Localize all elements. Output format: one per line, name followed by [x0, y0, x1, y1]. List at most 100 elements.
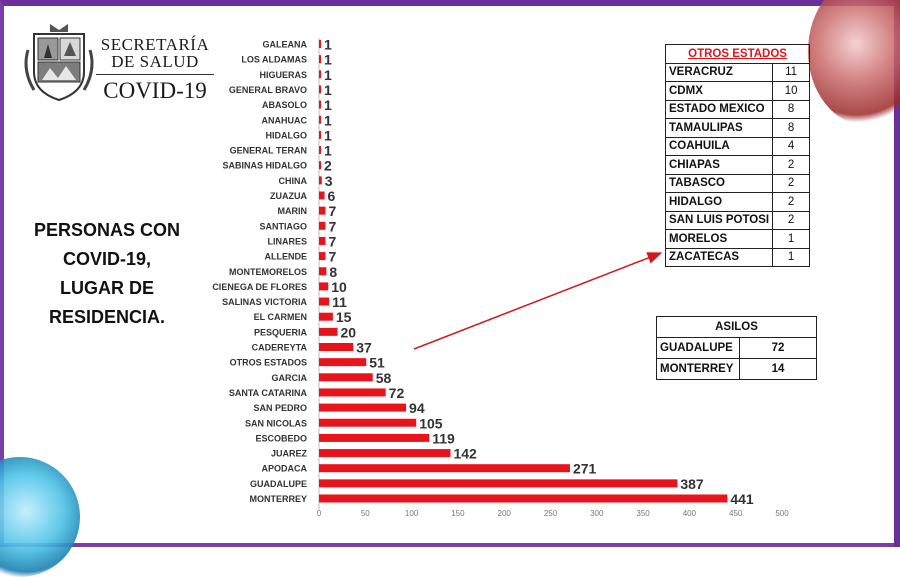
slide-frame-right-edge [894, 0, 900, 547]
otros-estados-value-cell: 1 [772, 247, 811, 267]
otros-estados-value-cell: 2 [772, 173, 811, 193]
chart-bar [319, 252, 326, 261]
chart-bar [319, 115, 321, 124]
otros-estados-row: COAHUILA 4 [664, 136, 811, 156]
chart-data-label: 119 [432, 430, 455, 446]
chart-headline: PERSONAS CON COVID-19, LUGAR DE RESIDENC… [22, 216, 192, 332]
otros-estados-value-cell: 8 [772, 118, 811, 138]
asilos-value-cell: 72 [739, 337, 817, 359]
chart-bar [319, 176, 322, 185]
chart-bar [319, 40, 321, 48]
otros-estados-row: TABASCO 2 [664, 173, 811, 193]
asilos-title: ASILOS [656, 316, 817, 338]
chart-category-label: ABASOLO [262, 100, 307, 110]
headline-line4: RESIDENCIA. [48, 307, 165, 327]
chart-x-tick-label: 500 [775, 509, 789, 518]
chart-bar [319, 433, 430, 442]
chart-data-label: 6 [328, 188, 336, 204]
otros-estados-title: OTROS ESTADOS [664, 44, 811, 64]
chart-bar [319, 55, 321, 64]
chart-bar [319, 267, 327, 276]
chart-data-label: 1 [324, 82, 332, 98]
asilos-name-cell: GUADALUPE [656, 337, 740, 359]
org-name-line1: SECRETARÍA [100, 35, 210, 54]
program-name: COVID-19 [103, 78, 207, 103]
otros-estados-name-cell: CDMX [664, 81, 774, 101]
chart-bar [319, 464, 570, 473]
chart-data-label: 2 [324, 158, 332, 174]
otros-estados-row: VERACRUZ 11 [664, 62, 811, 82]
chart-data-label: 37 [356, 340, 372, 356]
chart-data-label: 3 [325, 173, 333, 189]
chart-data-label: 1 [324, 97, 332, 113]
chart-category-label: ALLENDE [265, 252, 308, 262]
chart-category-label: CIENEGA DE FLORES [212, 282, 307, 292]
chart-bar [319, 358, 367, 367]
otros-estados-name-cell: SAN LUIS POTOSI [664, 210, 774, 230]
chart-data-label: 271 [573, 461, 597, 477]
otros-estados-row: CDMX 10 [664, 81, 811, 101]
otros-estados-row: TAMAULIPAS 8 [664, 118, 811, 138]
otros-estados-value-cell: 8 [772, 99, 811, 119]
chart-x-tick-label: 250 [544, 509, 558, 518]
org-name-line2: DE SALUD [111, 52, 199, 71]
chart-x-tick-label: 350 [636, 509, 650, 518]
chart-data-label: 7 [328, 218, 336, 234]
chart-x-tick-label: 150 [451, 509, 465, 518]
chart-category-label: SANTA CATARINA [229, 388, 308, 398]
asilos-row: MONTERREY 14 [656, 358, 817, 380]
chart-category-label: GUADALUPE [250, 479, 307, 489]
otros-estados-row: MORELOS 1 [664, 229, 811, 249]
chart-data-label: 7 [328, 203, 336, 219]
chart-data-label: 1 [324, 112, 332, 128]
org-divider [96, 74, 214, 75]
chart-data-label: 441 [730, 491, 754, 507]
asilos-name-cell: MONTERREY [656, 358, 740, 380]
chart-bar [319, 236, 326, 245]
otros-estados-name-cell: TAMAULIPAS [664, 118, 774, 138]
chart-data-label: 1 [324, 67, 332, 83]
chart-bar [319, 449, 451, 458]
chart-data-label: 51 [369, 355, 385, 371]
chart-data-label: 72 [389, 385, 405, 401]
chart-bar [319, 479, 678, 488]
chart-bar [319, 221, 326, 230]
chart-bar [319, 418, 417, 427]
otros-estados-value-cell: 10 [772, 81, 811, 101]
otros-estados-row: HIDALGO 2 [664, 192, 811, 212]
chart-bar [319, 130, 321, 139]
chart-category-label: ESCOBEDO [255, 433, 307, 443]
asilos-header-row: ASILOS [656, 316, 817, 338]
chart-bar [319, 312, 333, 321]
chart-category-label: GARCIA [272, 373, 308, 383]
chart-category-label: PESQUERIA [254, 327, 308, 337]
chart-x-tick-label: 450 [729, 509, 743, 518]
chart-data-label: 8 [329, 264, 337, 280]
chart-category-label: SAN PEDRO [253, 403, 307, 413]
chart-data-label: 7 [328, 233, 336, 249]
otros-estados-header-row: OTROS ESTADOS [664, 44, 811, 64]
otros-estados-row: CHIAPAS 2 [664, 155, 811, 175]
chart-category-label: MONTEMORELOS [229, 267, 307, 277]
chart-category-label: SABINAS HIDALGO [222, 161, 307, 171]
chart-data-label: 1 [324, 127, 332, 143]
chart-x-tick-label: 400 [683, 509, 697, 518]
chart-data-label: 11 [332, 294, 347, 310]
chart-bar [319, 297, 330, 306]
chart-bar [319, 146, 321, 155]
otros-estados-name-cell: VERACRUZ [664, 62, 774, 82]
chart-bar [319, 85, 321, 94]
otros-estados-name-cell: COAHUILA [664, 136, 774, 156]
otros-estados-value-cell: 2 [772, 192, 811, 212]
asilos-value-cell: 14 [739, 358, 817, 380]
chart-data-label: 94 [409, 400, 425, 416]
chart-category-label: GENERAL BRAVO [229, 85, 307, 95]
chart-bar [319, 70, 321, 79]
chart-bar [319, 206, 326, 215]
otros-estados-value-cell: 1 [772, 229, 811, 249]
chart-category-label: MARIN [278, 206, 308, 216]
chart-category-label: SANTIAGO [259, 221, 307, 231]
chart-bar [319, 161, 321, 170]
chart-category-label: CADEREYTA [252, 343, 308, 353]
otros-estados-name-cell: ZACATECAS [664, 247, 774, 267]
